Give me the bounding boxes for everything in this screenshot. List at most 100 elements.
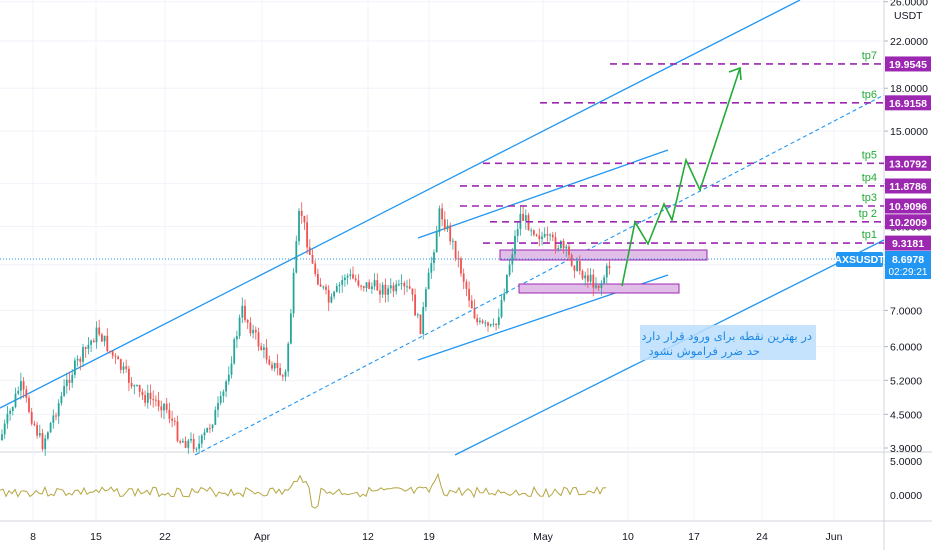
candle-body xyxy=(462,273,465,282)
candle-body xyxy=(389,285,392,289)
candle-body xyxy=(76,358,79,361)
candle-body xyxy=(281,375,284,377)
candle-body xyxy=(481,320,484,323)
candle-body xyxy=(52,415,55,423)
candle-body xyxy=(346,275,349,278)
y-tick-label: 26.0000 xyxy=(890,0,928,9)
candle-body xyxy=(171,418,173,421)
target-value: 19.9545 xyxy=(889,59,927,71)
candle-body xyxy=(55,415,57,417)
candle-body xyxy=(306,222,308,248)
candle-body xyxy=(287,343,290,372)
target-name: tp1 xyxy=(862,229,877,241)
candle-body xyxy=(549,234,551,236)
candle-body xyxy=(449,225,452,242)
target-name: tp4 xyxy=(862,172,877,184)
last-price-text: 8.6978 xyxy=(892,254,924,266)
candle-body xyxy=(524,215,527,221)
y-tick-label: 5.2000 xyxy=(890,375,922,387)
candle-body xyxy=(317,273,319,285)
candle-body xyxy=(406,286,408,288)
x-tick-label: 10 xyxy=(622,531,634,543)
x-tick-label: Apr xyxy=(254,531,271,543)
candle-body xyxy=(454,240,457,259)
candle-body xyxy=(427,272,430,290)
candles xyxy=(1,202,611,456)
candle-body xyxy=(187,440,190,448)
candle-body xyxy=(527,215,530,231)
candle-body xyxy=(373,280,376,287)
candle-body xyxy=(238,317,241,337)
candle-body xyxy=(157,400,160,407)
candle-body xyxy=(17,390,20,394)
candle-body xyxy=(295,241,298,273)
resistance-zone xyxy=(499,249,708,261)
candle-body xyxy=(290,313,292,344)
candle-body xyxy=(179,441,182,443)
candle-body xyxy=(400,283,403,285)
candle-body xyxy=(271,364,273,369)
price-axis[interactable]: 26.000022.000018.000015.000012.000010.00… xyxy=(884,0,931,455)
candle-body xyxy=(595,285,597,288)
candle-body xyxy=(1,434,3,440)
candle-body xyxy=(433,252,435,264)
candle-body xyxy=(182,441,184,443)
candle-body xyxy=(98,327,101,335)
target-value: 13.0792 xyxy=(889,158,927,170)
candle-body xyxy=(219,396,222,403)
candle-body xyxy=(298,210,300,242)
candle-body xyxy=(565,246,568,249)
candle-body xyxy=(365,282,368,288)
candle-body xyxy=(192,439,195,450)
target-lines: tp1 tp 2 tp3 tp4 tp5 tp6 tp7 xyxy=(460,50,884,244)
candle-body xyxy=(254,329,257,333)
candle-body xyxy=(335,285,338,292)
candle-body xyxy=(279,367,281,376)
candle-body xyxy=(479,320,481,323)
candle-body xyxy=(516,229,519,236)
candle-body xyxy=(354,278,357,281)
candle-body xyxy=(152,399,155,401)
candle-body xyxy=(130,382,133,387)
candle-body xyxy=(357,280,360,286)
candle-body xyxy=(562,240,565,249)
target-badge xyxy=(885,155,931,171)
x-tick-label: Jun xyxy=(826,531,843,543)
candle-body xyxy=(109,351,111,353)
indicator-tick-label: 0.0000 xyxy=(890,490,922,502)
candle-body xyxy=(522,213,524,221)
candle-body xyxy=(441,208,443,220)
candle-body xyxy=(252,329,254,334)
candle-body xyxy=(160,406,163,411)
candle-body xyxy=(489,324,492,326)
candle-body xyxy=(465,281,468,289)
candle-body xyxy=(573,265,576,271)
candle-body xyxy=(79,358,82,362)
candle-body xyxy=(325,286,327,290)
candle-body xyxy=(560,240,562,249)
time-axis[interactable]: 8 15 22 Apr 12 19 May 10 17 24 Jun xyxy=(30,531,843,543)
candle-body xyxy=(419,314,422,334)
candle-body xyxy=(284,371,287,377)
candle-body xyxy=(163,403,165,411)
candle-body xyxy=(190,439,192,441)
x-tick-label: 22 xyxy=(159,531,171,543)
candle-body xyxy=(273,362,276,369)
countdown-text: 02:29:21 xyxy=(889,267,928,278)
candle-body xyxy=(195,448,198,450)
candle-body xyxy=(122,366,125,370)
candle-body xyxy=(484,322,487,324)
candle-body xyxy=(173,420,176,422)
candle-body xyxy=(95,327,98,343)
y-tick-label: 15.0000 xyxy=(890,126,928,138)
target-name: tp3 xyxy=(862,192,877,204)
candle-body xyxy=(36,424,38,436)
candle-body xyxy=(587,275,589,282)
candle-body xyxy=(87,344,90,349)
candle-body xyxy=(543,234,546,237)
candle-body xyxy=(403,283,406,287)
candle-body xyxy=(395,284,398,292)
target-name: tp6 xyxy=(862,89,877,101)
candle-body xyxy=(200,435,203,444)
